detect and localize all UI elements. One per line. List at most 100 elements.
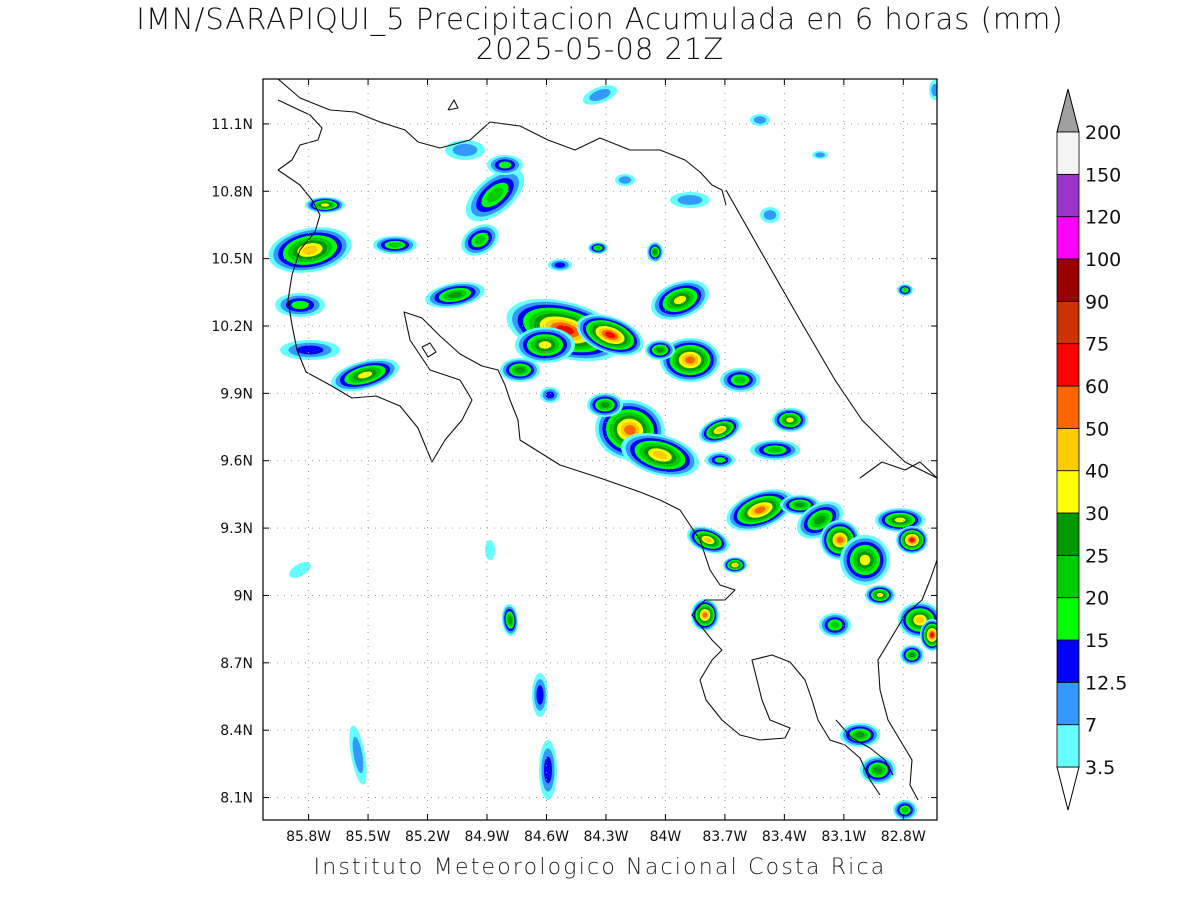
colorbar-label: 50: [1085, 418, 1109, 440]
precip-contour: [734, 376, 746, 384]
coastline: [277, 79, 937, 801]
precip-contour: [352, 736, 364, 774]
precip-contour: [716, 427, 724, 433]
colorbar-label: 150: [1085, 164, 1121, 186]
colorbar-label: 40: [1085, 461, 1109, 483]
precip-contour: [652, 450, 668, 460]
lat-tick-label: 8.7N: [220, 656, 253, 672]
precip-contour: [486, 187, 504, 203]
precip-contour: [814, 515, 826, 525]
coastline-segment: [877, 559, 937, 801]
precip-contour: [289, 562, 311, 578]
precip-contour: [485, 540, 495, 560]
colorbar-label: 75: [1085, 334, 1109, 356]
precip-contour: [702, 612, 708, 618]
colorbar-label: 12.5: [1085, 672, 1127, 694]
lat-tick-label: 9.3N: [220, 521, 253, 537]
precip-contour: [909, 537, 915, 543]
map-frame: [262, 78, 938, 821]
precip-contour: [474, 235, 486, 245]
precip-contour: [714, 457, 726, 463]
lon-tick-label: 84.9W: [464, 829, 509, 845]
colorbar-swatch: [1056, 470, 1080, 514]
precip-contour: [767, 447, 783, 453]
precip-contour: [600, 402, 610, 408]
colorbar-label: 20: [1085, 588, 1109, 610]
precip-contour: [873, 766, 883, 774]
precip-contour: [545, 391, 555, 399]
precip-contour: [763, 210, 777, 220]
lat-tick-label: 8.1N: [220, 791, 253, 807]
colorbar-bottom-arrow: [1056, 766, 1080, 811]
coastline-segment: [277, 79, 727, 206]
lat-tick-label: 10.5N: [211, 252, 253, 268]
lat-tick-label: 8.4N: [220, 723, 253, 739]
precip-contour: [902, 288, 908, 292]
colorbar-label: 200: [1085, 122, 1121, 144]
precip-contour: [901, 807, 909, 813]
coastline-segment: [725, 189, 937, 479]
precip-contour: [754, 506, 766, 514]
precip-contour: [554, 262, 566, 268]
lat-tick-label: 9.9N: [220, 386, 253, 402]
lat-tick-label: 11.1N: [211, 117, 253, 133]
precip-contour: [508, 616, 512, 624]
colorbar-swatch: [1056, 724, 1080, 768]
coastline-segment: [859, 461, 937, 479]
precip-contour: [538, 341, 552, 349]
precip-contour: [388, 242, 402, 248]
precip-contour: [753, 116, 767, 124]
colorbar-swatch: [1056, 258, 1080, 302]
precip-contour: [855, 732, 865, 738]
coastline-segment: [421, 342, 437, 358]
colorbar-label: 3.5: [1085, 757, 1115, 779]
precip-contour: [515, 367, 525, 373]
lon-tick-label: 84.6W: [524, 829, 569, 845]
precip-contour: [452, 143, 478, 157]
precip-contour: [815, 152, 825, 158]
precip-contour: [732, 563, 738, 567]
lon-tick-label: 85.8W: [286, 829, 331, 845]
colorbar-swatch: [1056, 427, 1080, 472]
colorbar-label: 90: [1085, 291, 1109, 313]
lat-tick-label: 9N: [234, 588, 253, 604]
colorbar-swatch: [1056, 173, 1080, 218]
precip-contour: [836, 536, 844, 544]
map-title: IMN/SARAPIQUI_5 Precipitacion Acumulada …: [136, 2, 1064, 36]
colorbar-swatch: [1056, 681, 1080, 726]
lat-tick-label: 9.6N: [220, 454, 253, 470]
lon-tick-label: 85.2W: [405, 829, 450, 845]
precip-contour: [447, 291, 463, 299]
colorbar-top-arrow: [1056, 88, 1080, 133]
colorbar-label: 120: [1085, 207, 1121, 229]
precip-contour: [677, 195, 703, 205]
coastline-segment: [277, 99, 323, 171]
precip-contour: [894, 517, 906, 523]
precip-contour: [302, 245, 318, 255]
colorbar-swatch: [1056, 639, 1080, 683]
precip-contour: [595, 246, 601, 250]
lon-tick-label: 82.8W: [881, 829, 926, 845]
colorbar-swatch: [1056, 216, 1080, 260]
precip-contour: [795, 502, 805, 508]
lon-tick-label: 85.5W: [346, 829, 391, 845]
precip-contour: [296, 345, 324, 355]
colorbar-label: 100: [1085, 249, 1121, 271]
colorbar-swatch: [1056, 385, 1080, 429]
precip-contour: [704, 537, 712, 543]
colorbar-swatch: [1056, 300, 1080, 345]
colorbar-label: 7: [1085, 715, 1097, 737]
map-date: 2025-05-08 21Z: [475, 32, 725, 66]
precip-contour: [930, 632, 934, 638]
colorbar-swatch: [1056, 343, 1080, 387]
lat-tick-label: 10.8N: [211, 184, 253, 200]
precip-contour: [589, 89, 611, 101]
precip-contour: [624, 424, 636, 436]
coastline-segment: [835, 719, 894, 776]
precip-contour: [618, 176, 632, 184]
footer-credit: Instituto Meteorologico Nacional Costa R…: [313, 855, 887, 880]
precipitation-field: [268, 80, 937, 820]
precip-contour: [656, 347, 664, 353]
precip-contour: [544, 756, 552, 784]
lon-tick-label: 83.1W: [821, 829, 866, 845]
